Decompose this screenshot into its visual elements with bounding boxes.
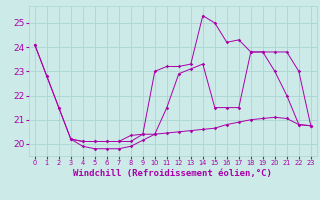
X-axis label: Windchill (Refroidissement éolien,°C): Windchill (Refroidissement éolien,°C) — [73, 169, 272, 178]
